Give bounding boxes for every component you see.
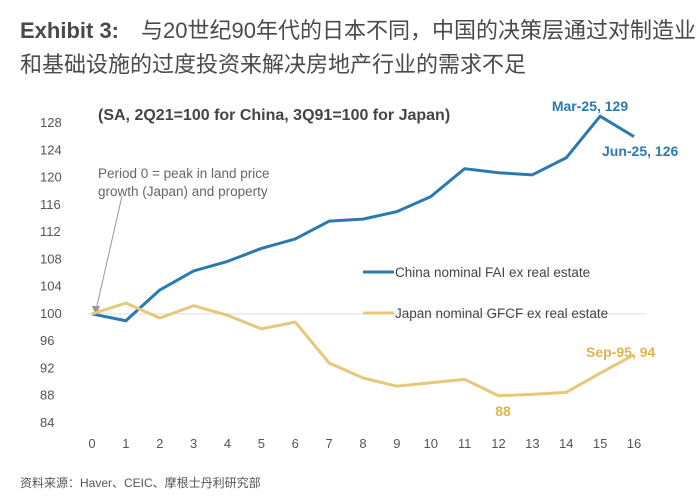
x-tick-label: 5 [258,436,265,451]
x-tick-label: 6 [292,436,299,451]
y-tick-label: 84 [40,415,54,430]
x-tick-label: 4 [224,436,231,451]
x-tick-label: 3 [190,436,197,451]
annotation-period-0: growth (Japan) and property [98,184,268,199]
data-label: Mar-25, 129 [552,98,628,114]
y-tick-label: 128 [40,115,62,130]
y-tick-label: 96 [40,333,54,348]
series-line-china [91,114,635,323]
x-tick-label: 9 [393,436,400,451]
data-label: Jun-25, 126 [602,143,678,159]
legend-label: China nominal FAI ex real estate [395,265,590,280]
y-tick-label: 104 [40,279,62,294]
y-tick-label: 112 [40,224,61,239]
y-tick-label: 120 [40,170,62,185]
y-tick-label: 100 [40,306,62,321]
y-tick-label: 92 [40,360,54,375]
x-tick-label: 12 [491,436,505,451]
x-tick-label: 13 [525,436,539,451]
legend-label: Japan nominal GFCF ex real estate [395,306,608,321]
annotation-period-0: Period 0 = peak in land price [98,166,270,181]
title-text: 与20世纪90年代的日本不同，中国的决策层通过对制造业和基础设施的过度投资来解决… [20,18,696,77]
y-tick-label: 108 [40,251,62,266]
x-tick-label: 16 [627,436,641,451]
x-tick-label: 1 [122,436,129,451]
x-tick-label: 2 [156,436,163,451]
x-tick-label: 11 [458,436,472,451]
y-tick-label: 88 [40,388,54,403]
x-tick-label: 10 [424,436,438,451]
x-tick-label: 8 [359,436,366,451]
chart-subtitle: (SA, 2Q21=100 for China, 3Q91=100 for Ja… [98,107,450,124]
x-tick-label: 15 [593,436,607,451]
exhibit-label: Exhibit 3: [20,18,120,43]
y-tick-label: 116 [40,197,61,212]
x-tick-label: 7 [326,436,333,451]
x-tick-label: 0 [88,436,95,451]
data-label: 88 [495,403,511,419]
annotation-arrow [95,195,123,311]
x-tick-label: 14 [559,436,573,451]
arrow-head-icon [92,306,100,316]
data-label: Sep-95, 94 [586,344,655,360]
source-note: 资料来源：Haver、CEIC、摩根士丹利研究部 [20,476,261,490]
y-tick-label: 124 [40,142,62,157]
chart-title: Exhibit 3: 与20世纪90年代的日本不同，中国的决策层通过对制造业和基础… [20,14,700,82]
